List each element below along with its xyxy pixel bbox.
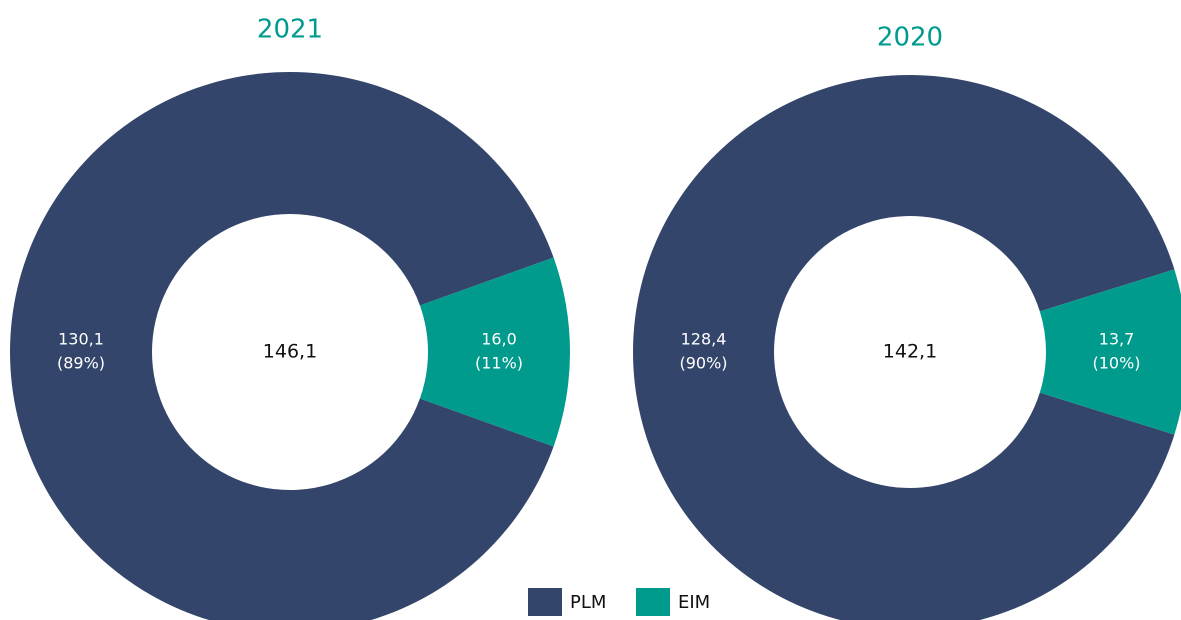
legend-label: PLM [570,592,606,613]
legend-swatch [636,588,670,616]
percent-label: (89%) [57,354,105,373]
center-label: 146,1 [263,341,317,363]
data-label: 130,1 [58,330,104,349]
percent-label: (10%) [1092,354,1140,373]
donut-slice [10,72,554,620]
data-label: 16,0 [481,330,517,349]
center-label: 142,1 [883,341,937,363]
chart-title: 2021 [257,15,323,45]
donut-slice [419,257,570,447]
percent-label: (90%) [679,354,727,373]
chart-title: 2020 [877,23,943,53]
donut-slice [1039,269,1181,435]
legend-swatch [528,588,562,616]
data-label: 13,7 [1099,330,1135,349]
legend-label: EIM [678,592,710,613]
donut-slice [632,75,1175,620]
percent-label: (11%) [475,354,523,373]
data-label: 128,4 [681,330,727,349]
